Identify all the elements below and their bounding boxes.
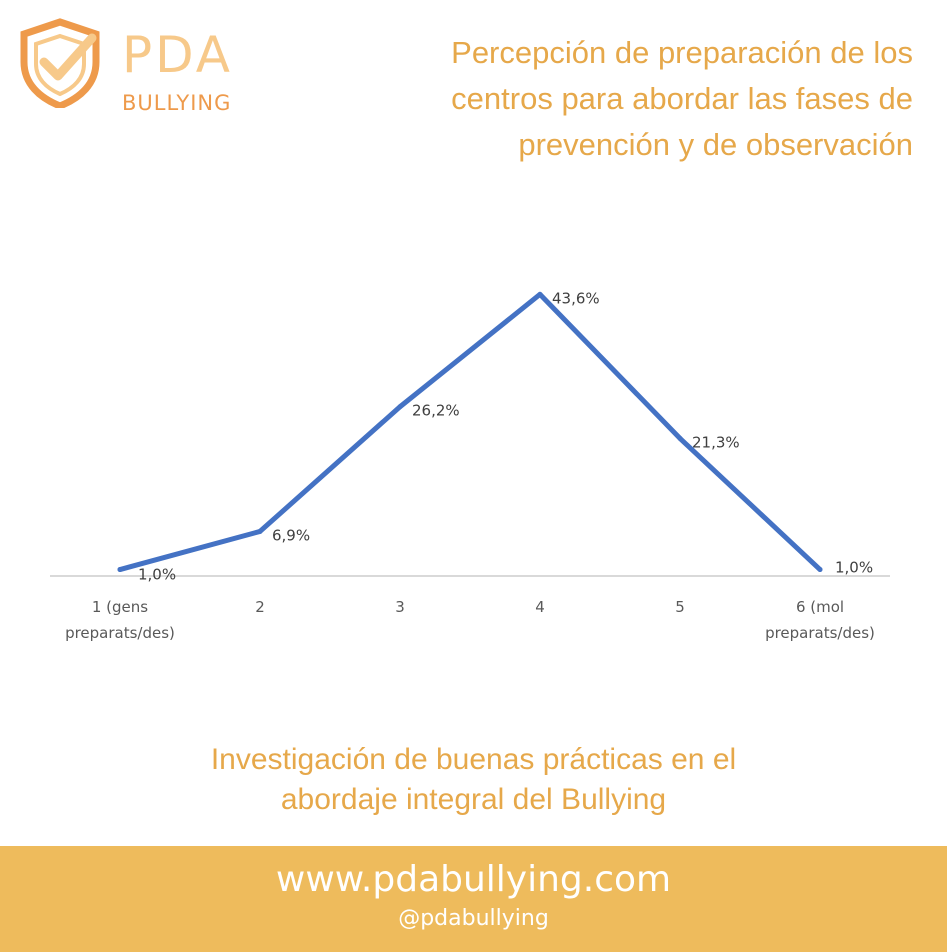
footer-social-handle: @pdabullying: [398, 906, 549, 931]
data-label-2: 6,9%: [272, 526, 310, 544]
data-label-4: 43,6%: [552, 289, 600, 307]
shield-check-icon: [20, 18, 100, 108]
data-point-5: [677, 435, 683, 441]
x-tick-label-1-line-2: preparats/des): [65, 624, 175, 642]
logo: PDA BULLYING: [18, 18, 230, 118]
x-tick-label-6-line-2: preparats/des): [765, 624, 875, 642]
logo-text-pda: PDA: [122, 26, 233, 84]
subtitle-line-2: abordaje integral del Bullying: [280, 783, 667, 816]
x-tick-label-1-line-1: 1 (gens: [92, 598, 148, 616]
data-point-1: [117, 567, 123, 573]
data-point-6: [817, 567, 823, 573]
data-label-3: 26,2%: [412, 402, 460, 420]
data-label-6: 1,0%: [835, 559, 873, 577]
series-line: [117, 291, 823, 573]
data-point-4: [537, 291, 543, 297]
data-label-1: 1,0%: [138, 566, 176, 584]
x-tick-label-6-line-1: 6 (mol: [796, 598, 844, 616]
subtitle: Investigación de buenas prácticas en el …: [0, 740, 947, 820]
footer-banner: www.pdabullying.com @pdabullying: [0, 846, 947, 952]
x-tick-label-4: 4: [535, 598, 545, 616]
x-tick-label-3: 3: [395, 598, 405, 616]
data-label-5: 21,3%: [692, 433, 740, 451]
x-tick-label-2: 2: [255, 598, 265, 616]
subtitle-line-1: Investigación de buenas prácticas en el: [210, 743, 737, 776]
x-tick-label-5: 5: [675, 598, 685, 616]
footer-url-link[interactable]: www.pdabullying.com: [275, 859, 672, 900]
page-title: Percepción de preparación de los centros…: [451, 35, 913, 162]
logo-text-bullying: BULLYING: [122, 91, 232, 115]
data-point-3: [397, 404, 403, 410]
data-point-2: [257, 528, 263, 534]
